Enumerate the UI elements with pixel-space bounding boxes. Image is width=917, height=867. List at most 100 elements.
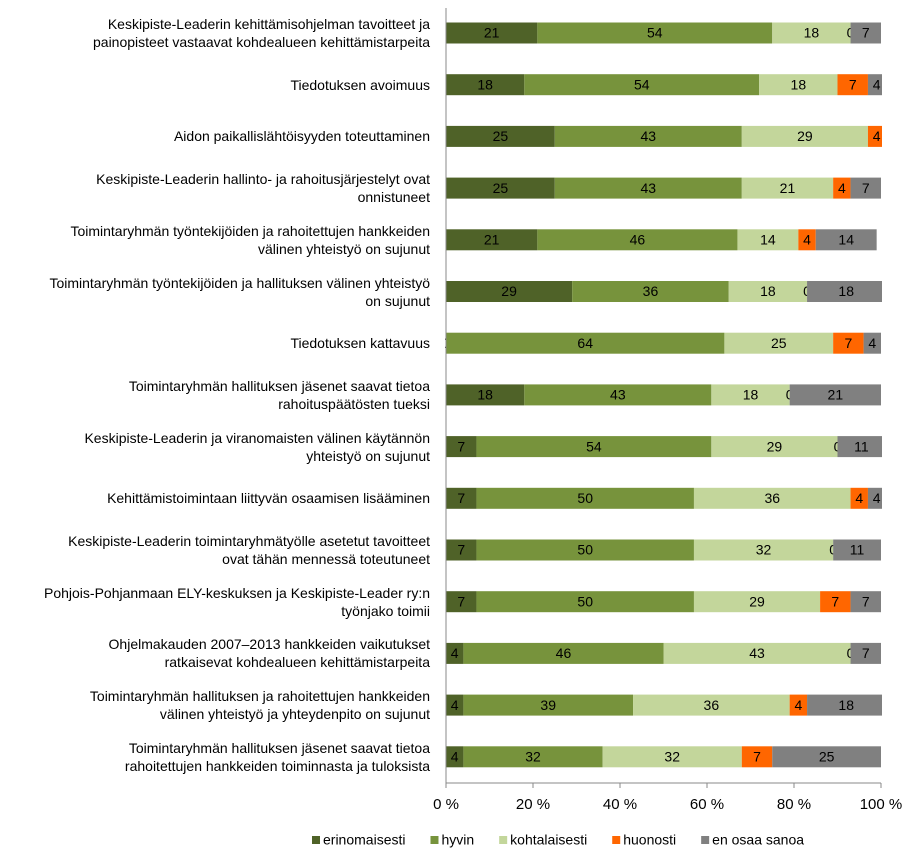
bar-segment: [537, 22, 773, 44]
bar-segment: [633, 694, 790, 716]
bar-segment: [815, 229, 877, 251]
bar-segment: [446, 332, 725, 354]
x-tick-label: 80 %: [777, 796, 811, 813]
data-label: 43: [610, 387, 626, 403]
bar-segment: [446, 229, 538, 251]
category-label: Toimintaryhmän työntekijöiden ja hallitu…: [49, 274, 430, 309]
bar-segment: [789, 384, 881, 406]
bar-segment: [446, 125, 555, 147]
x-tick-label: 60 %: [690, 796, 724, 813]
legend-label: en osaa sanoa: [712, 832, 804, 848]
bar-segment: [446, 74, 525, 96]
data-label: 54: [647, 25, 663, 41]
bar-segment: [850, 591, 881, 613]
bar-segment: [867, 74, 882, 96]
data-label: 7: [457, 438, 465, 454]
category-label: Toimintaryhmän hallituksen jäsenet saava…: [128, 377, 430, 412]
category-label: Keskipiste-Leaderin ja viranomaisten väl…: [84, 429, 430, 464]
data-label: 29: [767, 438, 783, 454]
data-label: 18: [477, 76, 493, 92]
data-label: 43: [749, 645, 765, 661]
bar-segment: [446, 591, 477, 613]
bars: 2154180718541874254329402543214721461441…: [445, 22, 889, 768]
bar-segment: [446, 436, 477, 458]
bar-segment: [850, 22, 881, 44]
bar-segment: [711, 436, 838, 458]
bar-segment: [807, 281, 882, 302]
category-label: Tiedotuksen kattavuus: [290, 335, 430, 352]
data-label: 18: [791, 76, 807, 92]
data-label: 7: [849, 76, 857, 92]
data-label: 7: [862, 180, 870, 196]
bar-segment: [476, 539, 694, 561]
bar-segment: [476, 591, 694, 613]
bar-segment: [524, 384, 712, 406]
data-label: 0: [881, 128, 889, 144]
category-label: Ohjelmakauden 2007–2013 hankkeiden vaiku…: [108, 636, 430, 671]
bar-segment: [537, 229, 738, 251]
bar-segment: [463, 746, 603, 768]
bar-segment: [446, 177, 555, 199]
bar-segment: [446, 642, 464, 664]
data-label: 29: [797, 128, 813, 144]
data-label: 36: [643, 283, 659, 299]
data-label: 4: [803, 232, 811, 248]
data-label: 36: [764, 490, 780, 506]
bar-segment: [711, 384, 790, 406]
bar-segment: [572, 281, 729, 302]
category-label: Keskipiste-Leaderin hallinto- ja rahoitu…: [96, 171, 430, 206]
bar-segment: [759, 74, 838, 96]
data-label: 14: [760, 232, 776, 248]
data-label: 29: [501, 283, 517, 299]
data-label: 4: [838, 180, 846, 196]
data-label: 50: [577, 542, 593, 558]
category-label: Aidon paikallislähtöisyyden toteuttamine…: [173, 128, 430, 145]
data-label: 7: [862, 645, 870, 661]
data-label: 7: [862, 593, 870, 609]
data-label: 4: [873, 490, 881, 506]
bar-segment: [446, 281, 573, 302]
data-label: 54: [586, 438, 602, 454]
legend-swatch: [612, 836, 621, 844]
bar-segment: [602, 746, 742, 768]
bar-segment: [837, 74, 868, 96]
bar-segment: [772, 22, 851, 44]
data-label: 54: [634, 76, 650, 92]
bar-segment: [741, 177, 834, 199]
bar-segment: [446, 746, 464, 768]
bar-segment: [524, 74, 760, 96]
bar-segment: [476, 487, 694, 509]
category-label: Toimintaryhmän työntekijöiden ja rahoite…: [70, 222, 430, 257]
legend-label: huonosti: [623, 832, 676, 848]
data-label: 32: [756, 542, 772, 558]
data-label: 7: [831, 593, 839, 609]
bar-segment: [867, 487, 882, 509]
data-label: 7: [457, 490, 465, 506]
category-label: Toimintaryhmän hallituksen ja rahoitettu…: [89, 688, 430, 723]
data-label: 36: [704, 697, 720, 713]
bar-segment: [446, 694, 464, 716]
bar-segment: [833, 332, 864, 354]
bar-segment: [476, 436, 712, 458]
data-label: 25: [771, 335, 787, 351]
category-label: Keskipiste-Leaderin toimintaryhmätyölle …: [68, 533, 430, 567]
bar-segment: [446, 487, 477, 509]
data-label: 25: [819, 749, 835, 765]
bar-segment: [463, 694, 634, 716]
legend-swatch: [701, 836, 710, 844]
data-label: 11: [850, 542, 865, 558]
bar-segment: [693, 487, 851, 509]
data-label: 18: [760, 283, 776, 299]
data-label: 7: [844, 335, 852, 351]
bar-segment: [463, 642, 664, 664]
legend-label: erinomaisesti: [323, 832, 405, 848]
data-label: 18: [477, 387, 493, 403]
bar-segment: [741, 125, 868, 147]
data-label: 7: [862, 25, 870, 41]
bar-segment: [554, 177, 742, 199]
x-tick-label: 100 %: [860, 796, 903, 813]
data-label: 50: [577, 593, 593, 609]
data-label: 50: [577, 490, 593, 506]
